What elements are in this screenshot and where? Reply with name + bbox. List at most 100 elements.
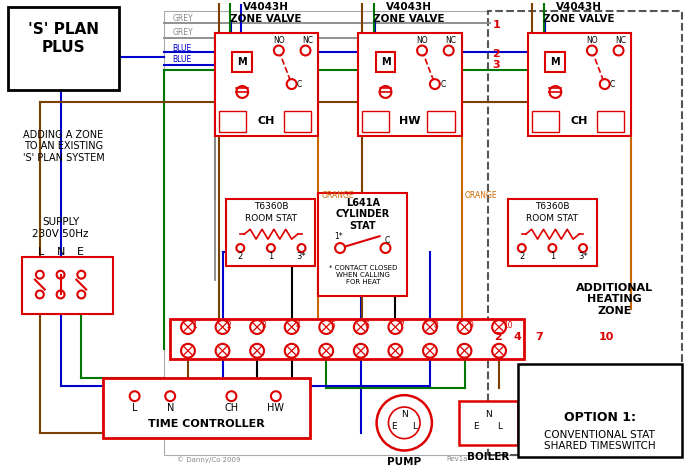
Text: C: C [440, 80, 446, 88]
Circle shape [444, 45, 453, 55]
Text: 7: 7 [400, 321, 404, 329]
Text: GREY: GREY [172, 15, 193, 23]
Text: M: M [237, 58, 247, 67]
Text: L: L [132, 403, 137, 413]
Text: ORANGE: ORANGE [322, 191, 354, 200]
Text: ADDING A ZONE
TO AN EXISTING
'S' PLAN SYSTEM: ADDING A ZONE TO AN EXISTING 'S' PLAN SY… [23, 130, 104, 163]
Circle shape [215, 320, 230, 334]
Bar [508, 198, 597, 266]
Text: N: N [401, 410, 408, 419]
Circle shape [388, 407, 420, 439]
Circle shape [319, 344, 333, 358]
Text: 3: 3 [261, 321, 266, 329]
Text: CH: CH [571, 116, 589, 125]
Text: CH: CH [224, 403, 239, 413]
Text: Rev1a: Rev1a [446, 456, 469, 462]
Text: BOILER: BOILER [467, 453, 509, 462]
Text: NO: NO [586, 36, 598, 45]
Text: 10: 10 [599, 332, 614, 342]
Text: E: E [77, 247, 83, 257]
Bar [164, 11, 629, 455]
Text: NC: NC [445, 36, 456, 45]
Text: V4043H
ZONE VALVE: V4043H ZONE VALVE [230, 2, 302, 24]
Bar [597, 111, 624, 132]
Circle shape [549, 244, 556, 252]
Text: 1: 1 [550, 252, 555, 262]
Text: CH: CH [258, 116, 275, 125]
Circle shape [297, 244, 306, 252]
Circle shape [518, 244, 526, 252]
Circle shape [274, 45, 284, 55]
Text: 2: 2 [237, 252, 243, 262]
Text: ROOM STAT: ROOM STAT [245, 214, 297, 223]
Text: L: L [38, 247, 44, 257]
Text: 6: 6 [365, 321, 370, 329]
Text: CYLINDER: CYLINDER [335, 210, 390, 219]
Circle shape [287, 79, 297, 89]
Bar [233, 52, 252, 72]
Bar [532, 111, 560, 132]
Circle shape [165, 391, 175, 401]
Circle shape [549, 86, 561, 98]
Text: 7: 7 [535, 332, 544, 342]
Circle shape [319, 320, 333, 334]
Bar [489, 11, 682, 455]
Text: NO: NO [416, 36, 428, 45]
Circle shape [388, 344, 402, 358]
Bar [219, 111, 246, 132]
Text: 5: 5 [331, 321, 335, 329]
Text: 1: 1 [492, 20, 500, 30]
Text: NC: NC [615, 36, 626, 45]
Circle shape [77, 271, 86, 278]
Circle shape [457, 320, 471, 334]
Text: BLUE: BLUE [172, 44, 191, 53]
Text: N: N [57, 247, 65, 257]
Text: HW: HW [399, 116, 420, 125]
Text: CONVENTIONAL STAT
SHARED TIMESWITCH: CONVENTIONAL STAT SHARED TIMESWITCH [544, 430, 656, 452]
Text: ADDITIONAL
HEATING
ZONE: ADDITIONAL HEATING ZONE [576, 283, 653, 316]
Circle shape [271, 391, 281, 401]
Text: NC: NC [302, 36, 313, 45]
Bar [459, 401, 518, 445]
Text: TIME CONTROLLER: TIME CONTROLLER [148, 419, 265, 429]
Circle shape [430, 79, 440, 89]
Circle shape [181, 320, 195, 334]
Circle shape [381, 243, 391, 253]
Text: 1: 1 [192, 321, 197, 329]
Circle shape [335, 243, 345, 253]
Text: 1: 1 [268, 252, 273, 262]
Text: BLUE: BLUE [172, 55, 191, 64]
Text: E: E [473, 422, 479, 431]
Text: M: M [551, 58, 560, 67]
Text: 4: 4 [295, 321, 300, 329]
Circle shape [36, 271, 43, 278]
Text: NO: NO [273, 36, 285, 45]
Circle shape [417, 45, 427, 55]
Circle shape [36, 291, 43, 299]
Circle shape [423, 344, 437, 358]
Circle shape [579, 244, 587, 252]
Text: 4: 4 [514, 332, 522, 342]
Text: 2: 2 [226, 321, 231, 329]
Bar [362, 111, 389, 132]
Bar [528, 33, 631, 137]
Bar [103, 379, 310, 438]
Circle shape [267, 244, 275, 252]
Circle shape [285, 320, 299, 334]
Text: STAT: STAT [349, 221, 376, 231]
Text: * CONTACT CLOSED
WHEN CALLING
FOR HEAT: * CONTACT CLOSED WHEN CALLING FOR HEAT [328, 265, 397, 285]
Circle shape [226, 391, 237, 401]
Text: 3*: 3* [297, 252, 306, 262]
Text: 3*: 3* [578, 252, 588, 262]
Text: L: L [497, 422, 502, 431]
Bar [22, 257, 113, 314]
Text: L: L [412, 422, 417, 431]
Circle shape [237, 244, 244, 252]
Text: 'S' PLAN
PLUS: 'S' PLAN PLUS [28, 22, 99, 55]
Circle shape [423, 320, 437, 334]
Text: 10: 10 [503, 321, 513, 329]
Circle shape [587, 45, 597, 55]
Circle shape [237, 86, 248, 98]
Circle shape [301, 45, 310, 55]
Circle shape [457, 344, 471, 358]
